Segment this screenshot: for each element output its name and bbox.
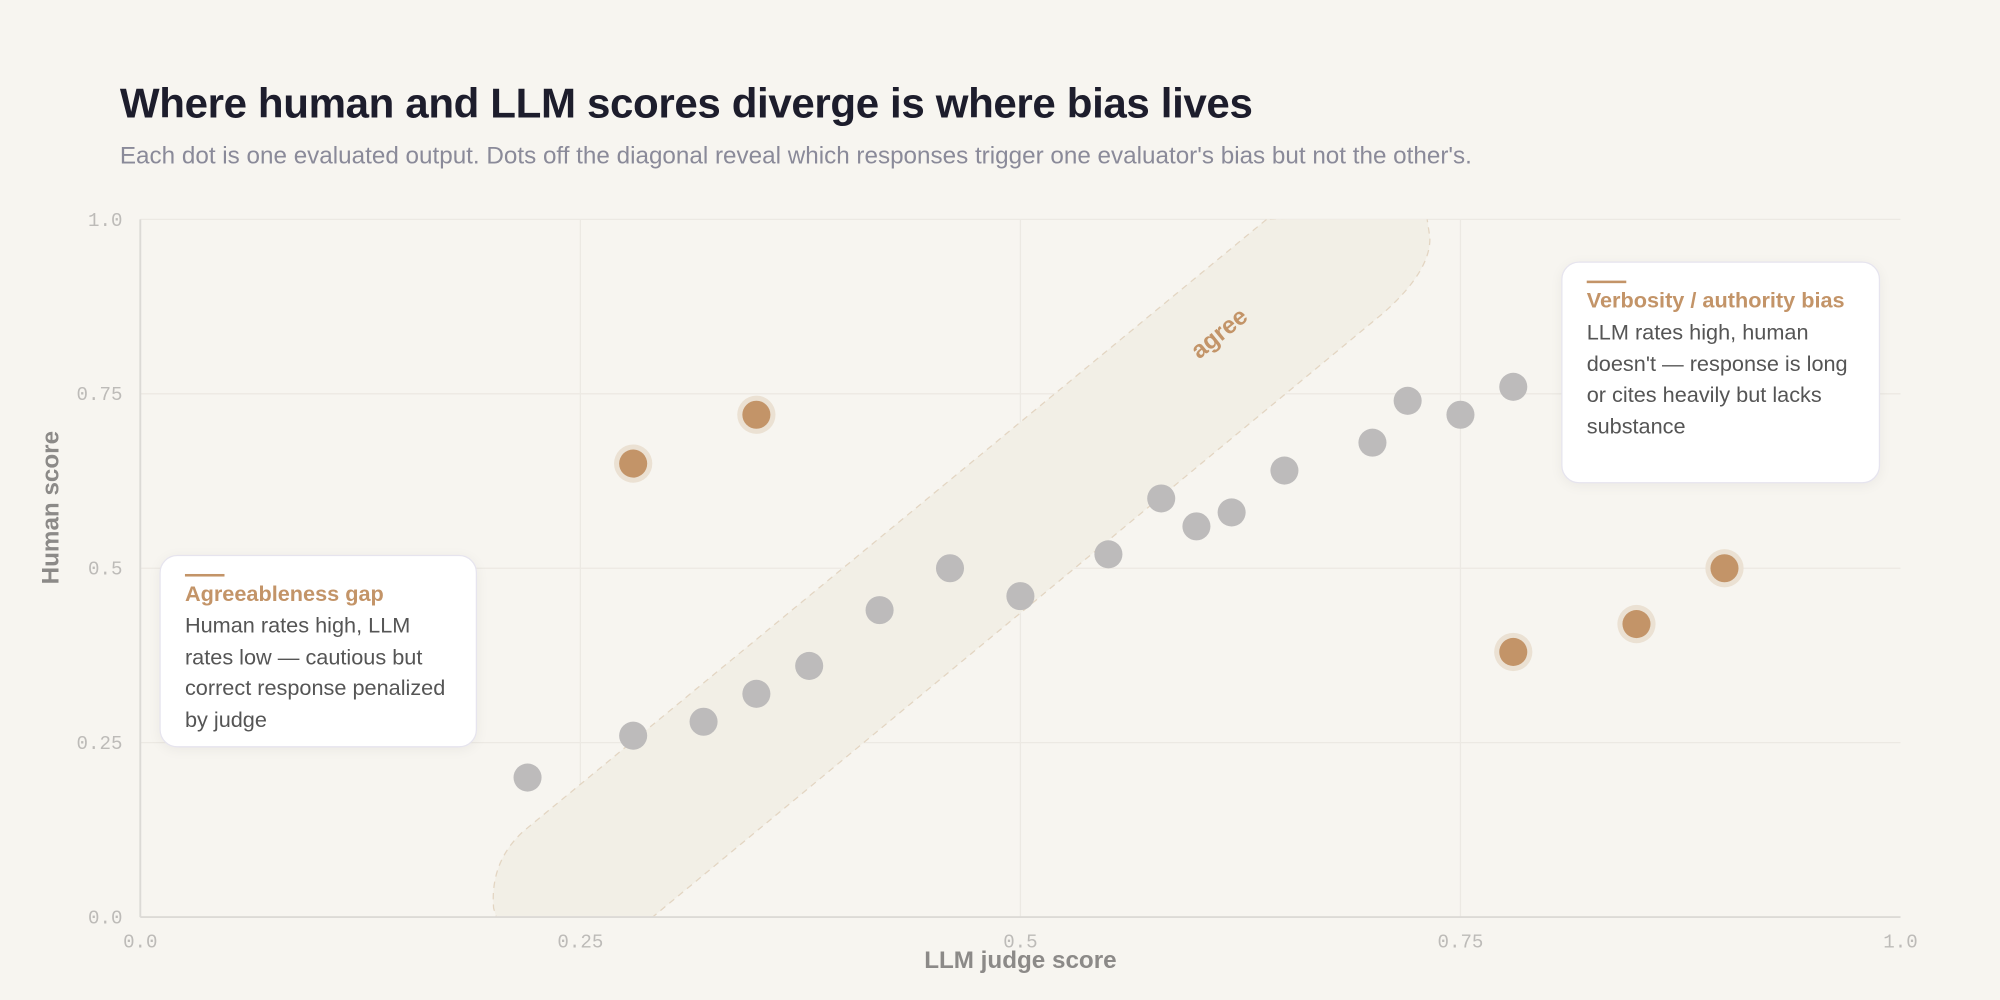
x-tick-label: 0.0: [123, 932, 157, 954]
x-tick-label: 0.5: [1003, 932, 1037, 954]
bias-point: [619, 449, 648, 478]
agree-point: [1147, 484, 1176, 513]
annotation-text: LLM rates high, human doesn't — response…: [1586, 320, 1848, 439]
agree-point: [1393, 386, 1422, 415]
x-axis-label: LLM judge score: [924, 947, 1116, 974]
annotation-title: Verbosity / authority bias: [1586, 288, 1845, 313]
accent-bar: [184, 573, 225, 577]
annotation-title: Agreeableness gap: [184, 581, 384, 606]
annotation-agreeableness-gap: Agreeableness gap Human rates high, LLM …: [159, 554, 478, 748]
agree-point: [1270, 456, 1299, 485]
annotation-verbosity-bias: Verbosity / authority bias LLM rates hig…: [1561, 261, 1881, 484]
bias-point: [742, 400, 771, 429]
y-tick-label: 0.25: [77, 733, 123, 755]
agree-point: [1182, 512, 1211, 541]
agree-point: [1358, 428, 1387, 457]
agree-point: [513, 763, 542, 792]
agree-point: [742, 679, 771, 708]
x-tick-label: 1.0: [1883, 932, 1917, 954]
agree-point: [1499, 372, 1528, 401]
agree-point: [935, 554, 965, 583]
accent-bar: [1586, 280, 1627, 284]
y-tick-label: 0.75: [77, 384, 123, 406]
y-tick-label: 1.0: [88, 210, 122, 232]
agree-point: [795, 651, 824, 680]
bias-point: [1499, 637, 1528, 666]
annotation-text: Human rates high, LLM rates low — cautio…: [184, 613, 446, 732]
bias-point: [1710, 554, 1739, 583]
y-tick-label: 0.5: [88, 559, 122, 581]
agree-point: [619, 721, 648, 750]
page-subtitle: Each dot is one evaluated output. Dots o…: [119, 142, 1472, 170]
y-tick-label: 0.0: [88, 907, 122, 929]
agree-point: [1446, 400, 1475, 429]
x-tick-label: 0.75: [1437, 932, 1483, 954]
agree-point: [1006, 582, 1035, 611]
page-title: Where human and LLM scores diverge is wh…: [119, 79, 1253, 127]
agree-point: [689, 707, 718, 736]
agree-point: [1094, 540, 1123, 569]
agree-point: [1217, 498, 1246, 527]
y-axis-label: Human score: [38, 431, 65, 584]
x-tick-label: 0.25: [557, 932, 603, 954]
agree-point: [865, 596, 894, 625]
bias-point: [1622, 610, 1651, 639]
